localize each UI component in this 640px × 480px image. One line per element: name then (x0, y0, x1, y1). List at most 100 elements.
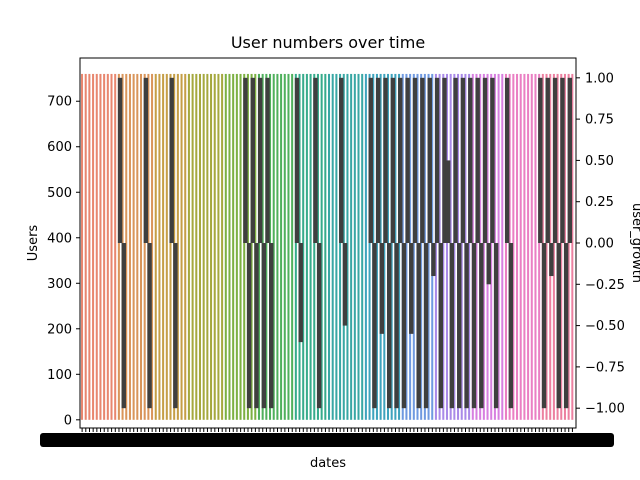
growth-bar (147, 243, 152, 409)
growth-bar (482, 77, 488, 243)
user-bar (265, 73, 268, 420)
user-bar (560, 73, 563, 420)
user-bar (475, 73, 478, 420)
growth-bar (409, 243, 414, 334)
user-bar (92, 73, 95, 420)
growth-bar (412, 77, 418, 243)
left-tick-label: 600 (47, 140, 72, 155)
user-bar (136, 73, 139, 420)
user-bar (191, 73, 194, 420)
user-bar (460, 73, 463, 420)
growth-bar (468, 77, 473, 243)
user-bar (257, 73, 260, 420)
growth-bar (538, 77, 543, 243)
left-tick-label: 200 (47, 322, 72, 337)
user-bar (106, 73, 109, 420)
user-bar (128, 73, 131, 420)
user-bar (95, 73, 98, 420)
right-axis: −1.00 −0.75 −0.50 −0.25 0.00 0.25 0.50 0.75 1.00 (576, 71, 625, 417)
growth-bar (541, 243, 547, 409)
user-bar (84, 73, 87, 420)
growth-bar (265, 77, 270, 243)
user-bar (88, 73, 91, 420)
user-bar (350, 73, 353, 420)
y2-axis-label: user_growth (629, 203, 640, 283)
user-bar (221, 73, 224, 420)
user-bar (305, 73, 308, 420)
user-bar (165, 73, 168, 420)
right-tick-label: 0.50 (585, 154, 614, 169)
user-bar (103, 73, 106, 420)
user-bar (375, 73, 378, 420)
growth-bar (549, 243, 554, 277)
user-bar (313, 73, 316, 420)
user-bar (490, 73, 493, 420)
left-axis: 0 100 200 300 400 500 600 700 (47, 95, 80, 428)
growth-bar (261, 243, 267, 409)
user-bar (453, 73, 456, 420)
user-bar (176, 73, 179, 420)
user-bar (210, 73, 213, 420)
growth-bar (386, 243, 392, 409)
growth-bar (243, 77, 248, 243)
user-bar (272, 73, 275, 420)
user-bar (309, 73, 312, 420)
growth-bar (475, 77, 480, 243)
growth-bar (339, 77, 344, 243)
user-bar (545, 73, 548, 420)
left-tick-label: 300 (47, 277, 72, 292)
growth-bar (545, 77, 550, 243)
user-bar (516, 73, 519, 420)
user-bar (228, 73, 231, 420)
growth-bar (246, 243, 252, 409)
growth-bar (372, 243, 377, 409)
user-bar (346, 73, 349, 420)
growth-bar (479, 243, 484, 409)
user-bar (398, 73, 401, 420)
user-bar (114, 73, 117, 420)
user-bar (213, 73, 216, 420)
user-bar (567, 73, 570, 420)
growth-bar (442, 77, 447, 243)
growth-bar (420, 77, 425, 243)
user-bar (405, 73, 408, 420)
left-tick-label: 400 (47, 231, 72, 246)
user-bar (324, 73, 327, 420)
growth-bar (143, 77, 149, 243)
user-bar (361, 73, 364, 420)
right-tick-label: −1.00 (585, 402, 625, 417)
user-bar (202, 73, 205, 420)
user-bar (232, 73, 235, 420)
growth-bar (504, 77, 510, 243)
left-tick-label: 500 (47, 186, 72, 201)
growth-bar (423, 243, 429, 409)
user-bar (364, 73, 367, 420)
growth-bar (173, 243, 178, 409)
growth-bar (427, 77, 432, 243)
growth-bar (398, 77, 403, 243)
user-bar (294, 73, 297, 420)
user-bar (442, 73, 445, 420)
user-bar (162, 73, 165, 420)
user-bar (420, 73, 423, 420)
user-bar (283, 73, 286, 420)
user-bar (434, 73, 437, 420)
user-bar (512, 73, 515, 420)
user-bar (328, 73, 331, 420)
user-bar (110, 73, 113, 420)
growth-bar (250, 77, 255, 243)
growth-bar (169, 77, 174, 243)
user-bar (538, 73, 541, 420)
user-bar (280, 73, 283, 420)
left-tick-label: 0 (64, 413, 72, 428)
user-bar (243, 73, 246, 420)
growth-bar (416, 243, 421, 409)
growth-bar (313, 77, 318, 243)
x-axis (40, 428, 614, 447)
user-bar (143, 73, 146, 420)
growth-bar (449, 243, 455, 409)
user-bar (206, 73, 209, 420)
growth-bar (368, 77, 373, 243)
growth-bar (471, 243, 477, 409)
